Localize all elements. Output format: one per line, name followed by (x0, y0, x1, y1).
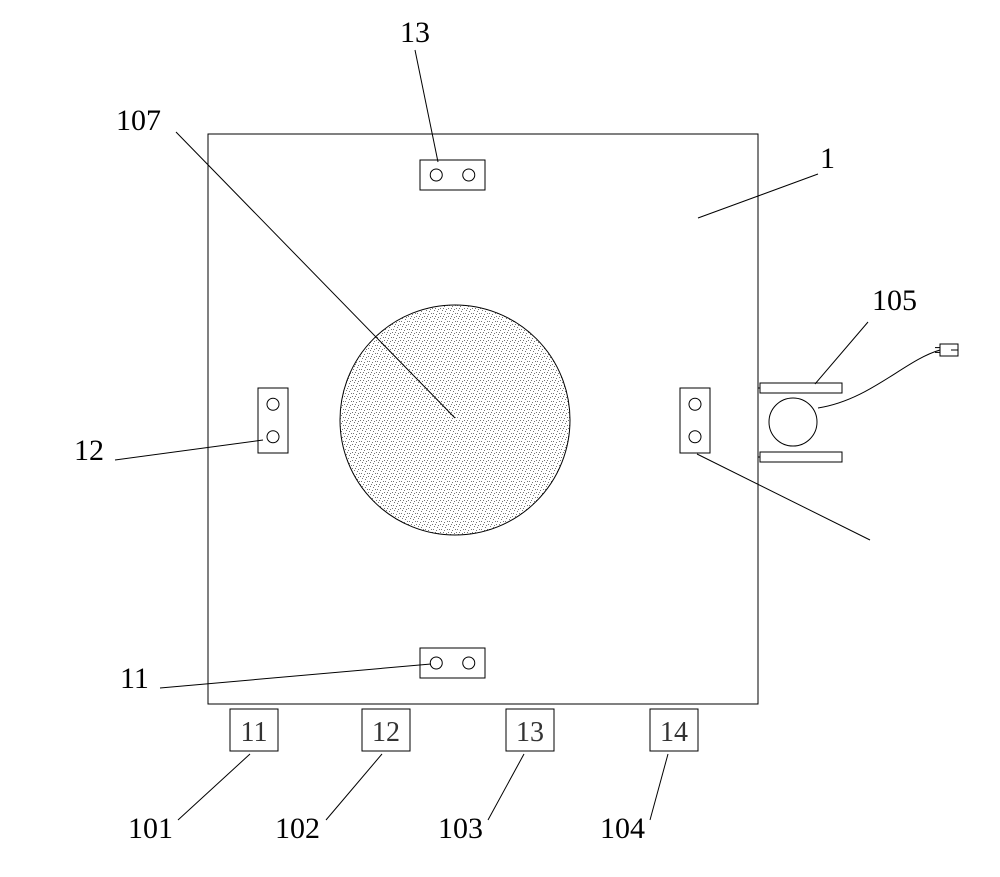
port-4-label: 14 (660, 717, 688, 748)
label-1: 1 (820, 142, 835, 175)
side-plate-top (760, 383, 842, 393)
label-104: 104 (600, 812, 645, 845)
leader-r-br (697, 454, 870, 540)
label-12: 12 (74, 434, 104, 467)
bracket-top-hole (463, 169, 475, 181)
bracket-left-hole (267, 431, 279, 443)
leader-104 (650, 754, 668, 820)
leader-105 (815, 322, 868, 384)
leader-12 (115, 440, 263, 460)
side-ball (769, 398, 817, 446)
label-107: 107 (116, 104, 161, 137)
label-101: 101 (128, 812, 173, 845)
leader-103 (488, 754, 524, 820)
side-plate-bottom (760, 452, 842, 462)
label-11: 11 (120, 662, 149, 695)
leader-102 (326, 754, 382, 820)
bracket-left-hole (267, 398, 279, 410)
label-105: 105 (872, 284, 917, 317)
label-103: 103 (438, 812, 483, 845)
leader-107 (176, 132, 455, 418)
bracket-top-hole (430, 169, 442, 181)
bracket-right-hole (689, 431, 701, 443)
port-2-label: 12 (372, 717, 400, 748)
bracket-bottom-hole (430, 657, 442, 669)
leader-11 (160, 664, 431, 688)
leader-101 (178, 754, 250, 820)
port-3-label: 13 (516, 717, 544, 748)
bracket-right-hole (689, 398, 701, 410)
port-1-label: 11 (241, 717, 268, 748)
bracket-bottom-hole (463, 657, 475, 669)
label-102: 102 (275, 812, 320, 845)
label-13: 13 (400, 16, 430, 49)
leader-13 (415, 50, 438, 162)
center-disc (340, 305, 570, 535)
